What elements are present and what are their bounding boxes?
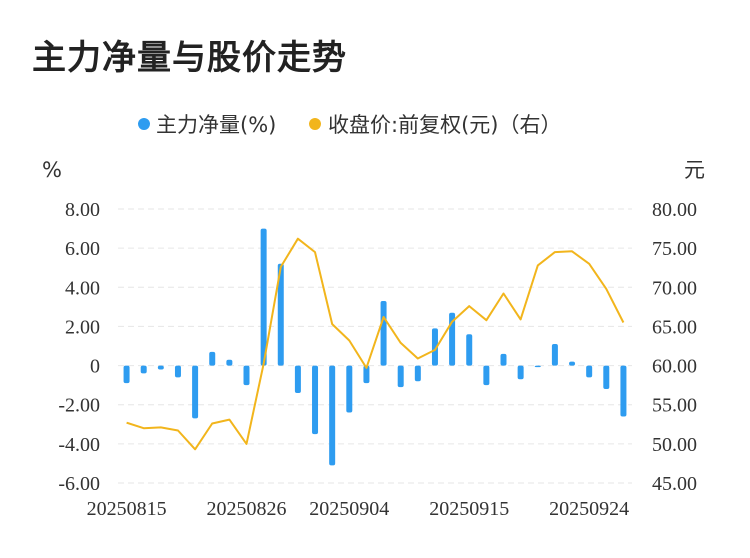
net-flow-bar bbox=[363, 365, 370, 384]
net-flow-bar bbox=[414, 365, 421, 382]
chart-title: 主力净量与股价走势 bbox=[32, 38, 347, 78]
net-flow-bar bbox=[260, 228, 267, 366]
left-tick-label: 8.00 bbox=[65, 199, 100, 221]
net-flow-bars bbox=[123, 228, 627, 466]
right-tick-label: 70.00 bbox=[652, 277, 697, 299]
net-flow-bar bbox=[174, 365, 181, 378]
net-flow-bar bbox=[603, 365, 610, 390]
net-flow-bar bbox=[586, 365, 593, 378]
grid bbox=[118, 208, 632, 484]
net-flow-bar bbox=[294, 365, 301, 393]
left-axis-unit: % bbox=[42, 158, 62, 182]
right-tick-label: 80.00 bbox=[652, 199, 697, 221]
net-flow-bar bbox=[431, 328, 438, 366]
net-flow-bar bbox=[277, 263, 284, 366]
net-flow-bar bbox=[551, 344, 558, 366]
net-flow-bar bbox=[226, 359, 233, 366]
net-flow-bar bbox=[243, 365, 250, 386]
left-tick-label: 4.00 bbox=[65, 277, 100, 299]
net-flow-bar bbox=[620, 365, 627, 417]
right-tick-label: 65.00 bbox=[652, 316, 697, 338]
net-flow-bar bbox=[517, 365, 524, 380]
net-flow-bar bbox=[123, 365, 130, 384]
net-flow-bar bbox=[192, 365, 199, 419]
close-price-line bbox=[126, 237, 625, 451]
left-tick-label: -2.00 bbox=[58, 395, 100, 417]
right-axis-ticks: 80.00 75.00 70.00 65.00 60.00 55.00 50.00 45.00 bbox=[652, 199, 697, 495]
legend-label-close-price: 收盘价:前复权(元)（右） bbox=[328, 113, 561, 137]
x-tick-label: 20250826 bbox=[207, 498, 287, 520]
net-flow-bar bbox=[312, 365, 319, 435]
net-flow-bar bbox=[500, 353, 507, 366]
net-flow-bar bbox=[483, 365, 490, 386]
x-tick-label: 20250915 bbox=[429, 498, 509, 520]
left-axis-ticks: 8.00 6.00 4.00 2.00 0 -2.00 -4.00 -6.00 bbox=[58, 199, 100, 495]
left-tick-label: -4.00 bbox=[58, 434, 100, 456]
right-tick-label: 55.00 bbox=[652, 395, 697, 417]
legend-marker-net-flow bbox=[138, 118, 150, 130]
legend-marker-close-price bbox=[309, 118, 321, 130]
net-flow-bar bbox=[380, 300, 387, 366]
net-flow-bar bbox=[209, 351, 216, 366]
right-tick-label: 60.00 bbox=[652, 356, 697, 378]
right-tick-label: 75.00 bbox=[652, 238, 697, 260]
left-tick-label: 0 bbox=[90, 356, 100, 378]
close-price-series bbox=[126, 237, 625, 451]
right-tick-label: 45.00 bbox=[652, 473, 697, 495]
net-flow-bar bbox=[397, 365, 404, 388]
right-tick-label: 50.00 bbox=[652, 434, 697, 456]
net-flow-bar bbox=[140, 365, 147, 374]
net-flow-bar bbox=[466, 334, 473, 366]
net-flow-bar bbox=[329, 365, 336, 466]
x-tick-label: 20250924 bbox=[549, 498, 629, 520]
net-flow-bar bbox=[569, 361, 576, 366]
legend-label-net-flow: 主力净量(%) bbox=[156, 113, 276, 137]
net-flow-bar bbox=[534, 365, 541, 368]
legend: 主力净量(%) 收盘价:前复权(元)（右） bbox=[138, 113, 561, 137]
left-tick-label: -6.00 bbox=[58, 473, 100, 495]
left-tick-label: 2.00 bbox=[65, 316, 100, 338]
x-tick-label: 20250815 bbox=[87, 498, 167, 520]
x-axis-ticks: 20250815 20250826 20250904 20250915 20250924 bbox=[87, 498, 630, 520]
right-axis-unit: 元 bbox=[684, 158, 705, 182]
x-tick-label: 20250904 bbox=[309, 498, 389, 520]
left-tick-label: 6.00 bbox=[65, 238, 100, 260]
net-flow-bar bbox=[346, 365, 353, 413]
net-flow-bar bbox=[157, 365, 164, 370]
